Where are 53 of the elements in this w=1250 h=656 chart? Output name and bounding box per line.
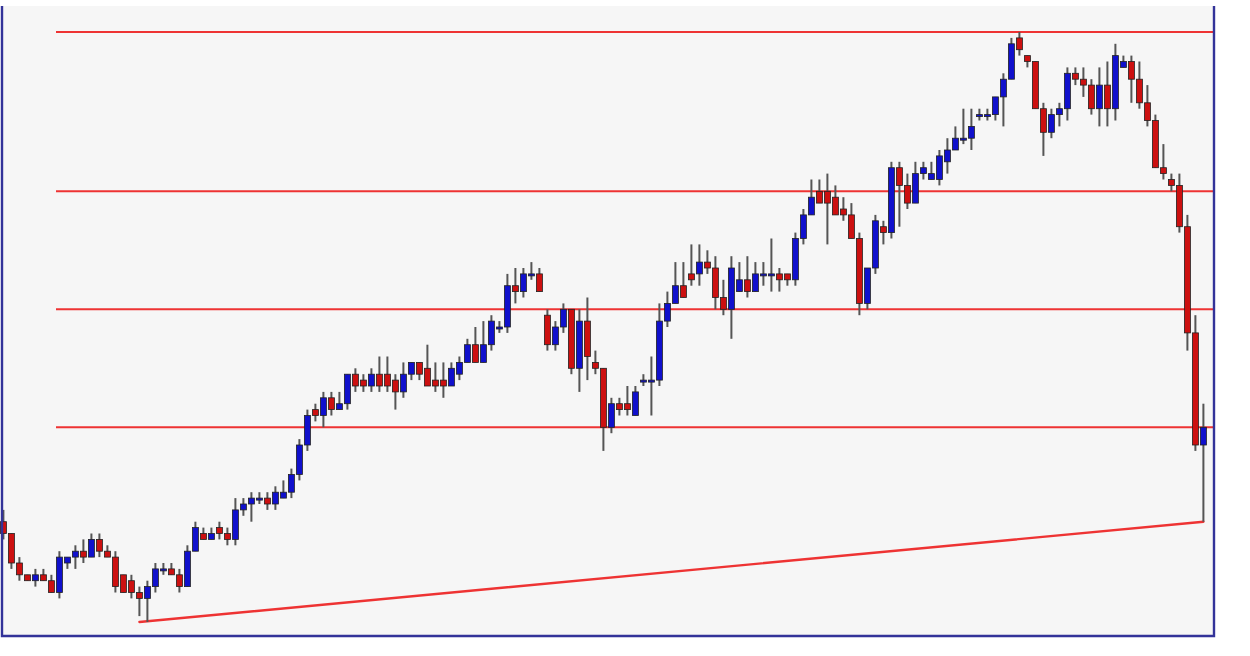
candlestick <box>544 308 551 352</box>
candlestick <box>624 385 631 417</box>
candlestick <box>896 160 903 228</box>
candlestick <box>400 361 407 399</box>
candlestick <box>696 243 703 287</box>
candlestick <box>744 255 751 299</box>
candlestick <box>584 296 591 382</box>
candlestick <box>272 485 279 511</box>
candlestick <box>824 172 831 246</box>
candlestick <box>504 272 511 334</box>
candlestick <box>832 184 839 216</box>
candlestick <box>632 385 639 417</box>
candlestick <box>904 172 911 210</box>
candlestick <box>1096 66 1103 128</box>
candlestick <box>232 497 239 547</box>
candlestick <box>520 267 527 299</box>
candlestick <box>1088 78 1095 116</box>
candlestick <box>480 320 487 364</box>
candlestick <box>112 550 119 594</box>
candlestick <box>320 390 327 429</box>
candlestick <box>96 532 103 559</box>
candlestick <box>536 267 543 293</box>
candlestick <box>328 390 335 417</box>
candlestick <box>376 355 383 393</box>
candlestick <box>968 107 975 151</box>
candlestick <box>1048 107 1055 140</box>
candlestick <box>944 137 951 175</box>
candlestick <box>776 267 783 293</box>
candlestick <box>728 255 735 340</box>
candlestick <box>56 550 63 600</box>
candlestick <box>432 361 439 393</box>
candlestick <box>760 261 767 287</box>
candlestick <box>712 255 719 311</box>
candlestick <box>768 237 775 293</box>
candlestick <box>392 373 399 411</box>
candlestick <box>88 532 95 559</box>
candlestick <box>1128 54 1135 104</box>
candlestick <box>72 544 79 570</box>
candlestick <box>248 491 255 523</box>
candlestick <box>912 160 919 205</box>
candlestick <box>368 367 375 393</box>
candlestick <box>472 326 479 364</box>
candlestick <box>152 562 159 594</box>
candlestick <box>344 373 351 411</box>
candlestick <box>960 107 967 146</box>
candlestick <box>1064 66 1071 122</box>
candlestick <box>80 538 87 564</box>
candlestick <box>448 361 455 387</box>
candlestick <box>1104 60 1111 128</box>
candlestick <box>424 343 431 387</box>
candlestick <box>136 585 143 618</box>
candlestick <box>440 361 447 399</box>
candlestick <box>752 261 759 293</box>
